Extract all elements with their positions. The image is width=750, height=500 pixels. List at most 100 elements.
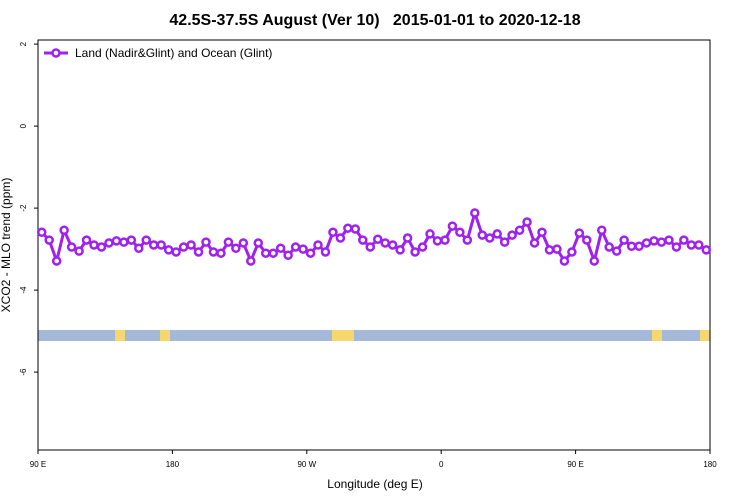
data-point [275,243,286,254]
data-point [178,242,189,252]
data-point [619,235,629,245]
data-point [365,242,376,252]
data-point [649,236,659,246]
data-point [358,235,368,245]
data-point [328,227,338,238]
data-point [253,238,264,248]
data-point [447,221,458,231]
y-tick-label: -6 [19,368,28,376]
data-point [201,237,211,247]
data-point [634,241,644,251]
data-point [96,242,107,252]
data-point [492,229,502,239]
x-tick-label: 90 W [297,460,316,469]
data-point [470,208,480,218]
y-tick-label: 0 [19,123,28,128]
data-point [246,256,256,266]
data-point [410,247,420,257]
data-point [455,227,465,238]
data-point [208,247,219,257]
data-point [119,237,129,247]
data-point [51,256,62,266]
data-point [335,233,346,243]
data-point [298,244,308,254]
legend-marker [51,48,61,58]
x-tick-label: 0 [439,460,444,469]
y-tick-label: -4 [19,286,28,294]
data-point [134,243,144,254]
data-point [664,235,674,245]
data-point [537,227,547,238]
data-point [462,235,473,245]
data-point [582,235,592,245]
data-point [268,248,278,258]
data-point [141,235,152,245]
data-point [432,236,443,246]
data-point [305,248,316,258]
data-point [313,240,323,250]
data-point [104,238,114,248]
data-point [484,233,495,243]
data-point [260,248,271,258]
data-point [126,235,137,245]
y-tick-label: -2 [19,204,28,212]
data-point [81,235,92,245]
data-point [641,238,652,248]
data-point [283,250,293,260]
data-point [74,246,84,256]
data-point [567,247,577,257]
land-ocean-strip [38,330,710,341]
data-point [238,238,249,248]
data-point [193,247,204,257]
data-point [514,225,525,235]
data-point [611,246,622,256]
data-point [59,225,69,235]
data-point [686,240,697,250]
data-point [529,238,540,248]
data-point [372,234,383,245]
data-point [477,230,488,240]
y-axis-label: XCO2 - MLO trend (ppm) [0,178,13,313]
x-tick-label: 90 E [30,460,46,469]
data-point [36,227,47,238]
data-point [320,247,331,257]
data-point [656,237,667,247]
data-point [694,240,704,250]
data-point [216,248,226,258]
data-point [671,242,682,252]
data-point [559,256,570,266]
data-point [701,245,712,255]
data-point [679,235,689,245]
data-point [596,225,607,235]
data-point [589,256,600,266]
data-point [186,240,196,250]
data-point [171,247,181,257]
data-point [552,244,562,254]
data-point [544,245,555,255]
data-point [66,242,77,252]
chart-title: 42.5S-37.5S August (Ver 10) 2015-01-01 t… [169,12,580,29]
data-point [417,242,428,252]
data-point [425,229,435,239]
data-point [156,240,166,250]
y-tick-label: 2 [19,41,28,46]
data-point [380,238,390,248]
x-tick-label: 180 [166,460,180,469]
data-point [604,242,614,252]
data-point [223,237,234,247]
data-point [290,242,301,252]
data-point [231,243,241,254]
data-point [395,245,405,255]
x-tick-label: 180 [703,460,717,469]
x-tick-label: 90 E [567,460,583,469]
data-point [343,223,353,233]
data-point [626,241,637,251]
x-axis-label: Longitude (deg E) [327,477,422,491]
data-point [111,236,122,246]
data-point [574,228,585,238]
data-point [507,230,517,240]
data-point [387,240,398,250]
data-point [402,233,413,243]
data-point [148,240,159,250]
